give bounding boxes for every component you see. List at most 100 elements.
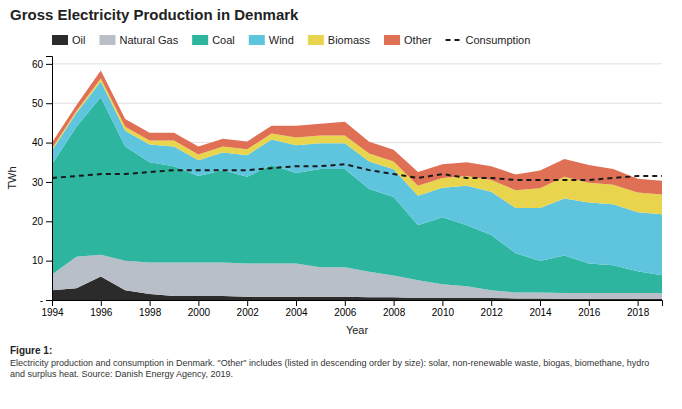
legend-item: Consumption <box>446 34 531 46</box>
legend-label: Other <box>404 34 432 46</box>
area <box>52 78 662 214</box>
y-tick: 60 <box>32 59 52 70</box>
legend-label: Wind <box>269 34 294 46</box>
y-tick: - <box>40 295 52 306</box>
legend-swatch <box>308 35 324 45</box>
x-axis: 1994 1996 1998 2000 2002 2004 2006 2008 2010 2012… <box>41 300 662 318</box>
tick-label: 40 <box>32 137 44 148</box>
grid-line <box>52 63 662 64</box>
tick-label: 2010 <box>432 307 455 318</box>
tick-mark <box>198 300 199 306</box>
caption: Electricity production and consumption i… <box>10 358 649 379</box>
title: Gross Electricity Production in Denmark <box>10 6 299 23</box>
tick-mark <box>442 300 443 306</box>
axis-line <box>53 301 663 307</box>
tick-mark <box>46 221 52 222</box>
line <box>52 164 662 180</box>
x-tick: 2002 <box>237 300 260 318</box>
tick-label: 50 <box>32 98 44 109</box>
axis-line <box>46 57 53 301</box>
legend-item: Coal <box>192 34 235 46</box>
tick-mark <box>150 300 151 306</box>
tick-mark <box>101 300 102 306</box>
tick-label: 20 <box>32 216 44 227</box>
legend-swatch <box>99 35 115 45</box>
x-tick: 1998 <box>139 300 162 318</box>
tick-label: - <box>40 295 43 306</box>
tick-mark <box>394 300 395 306</box>
tick-mark <box>46 300 52 301</box>
tick-label: 30 <box>32 177 44 188</box>
y-tick: 10 <box>32 255 52 266</box>
legend-item: Wind <box>249 34 294 46</box>
x-tick: 1994 <box>41 300 64 318</box>
tick-mark <box>589 300 590 306</box>
tick-mark <box>46 261 52 262</box>
tick-mark <box>638 300 639 306</box>
tick-mark <box>345 300 346 306</box>
x-tick: 2016 <box>578 300 601 318</box>
marks <box>52 71 662 300</box>
tick-mark <box>296 300 297 306</box>
y-tick: 40 <box>32 137 52 148</box>
chart: Gross Electricity Production in Denmark 1… <box>0 0 682 409</box>
tick-mark <box>540 300 541 306</box>
legend-label: Coal <box>212 34 235 46</box>
x-tick: 1996 <box>90 300 113 318</box>
tick-label: 2002 <box>237 307 260 318</box>
x-tick: 2014 <box>529 300 552 318</box>
y-tick: 50 <box>32 98 52 109</box>
tick-label: 1998 <box>139 307 162 318</box>
tick-mark <box>46 64 52 65</box>
x-tick: 2018 <box>627 300 650 318</box>
tick-label: 1996 <box>90 307 113 318</box>
y-axis: - 10 20 30 40 50 60 <box>32 57 53 306</box>
caption-line: Electricity production and consumption i… <box>10 358 649 368</box>
legend-label: Oil <box>72 34 85 46</box>
tick-label: 10 <box>32 255 44 266</box>
x-tick: 2004 <box>285 300 308 318</box>
grid <box>52 64 662 300</box>
x-axis-title: Year <box>346 324 369 336</box>
caption-line: and surplus heat. Source: Danish Energy … <box>10 369 233 379</box>
tick-label: 60 <box>32 59 44 70</box>
area <box>52 71 662 195</box>
legend-swatch <box>52 35 68 45</box>
tick-label: 2014 <box>529 307 552 318</box>
legend-item: Other <box>384 34 432 46</box>
tick-label: 2012 <box>481 307 504 318</box>
legend-label: Natural Gas <box>119 34 178 46</box>
legend-item: Biomass <box>308 34 371 46</box>
tick-label: 1994 <box>41 307 64 318</box>
grid-line <box>52 103 662 104</box>
tick-mark <box>46 143 52 144</box>
tick-mark <box>46 182 52 183</box>
x-tick: 2000 <box>188 300 211 318</box>
tick-label: 2016 <box>578 307 601 318</box>
tick-label: 2006 <box>334 307 357 318</box>
tick-label: 2008 <box>383 307 406 318</box>
x-tick: 2010 <box>432 300 455 318</box>
legend-swatch <box>192 35 208 45</box>
legend-label: Biomass <box>328 34 371 46</box>
x-tick: 2006 <box>334 300 357 318</box>
tick-label: 2004 <box>285 307 308 318</box>
tick-label: 2018 <box>627 307 650 318</box>
y-axis-title: TWh <box>6 166 18 189</box>
legend-label: Consumption <box>466 34 531 46</box>
tick-mark <box>247 300 248 306</box>
caption-line: Figure 1: <box>10 345 52 356</box>
x-tick: 2012 <box>481 300 504 318</box>
legend-item: Oil <box>52 34 85 46</box>
legend-swatch <box>249 35 265 45</box>
y-tick: 30 <box>32 177 52 188</box>
caption: Figure 1: <box>10 345 52 356</box>
legend-swatch <box>384 35 400 45</box>
legend: Oil Natural Gas Coal Wind Biomass Other Consum… <box>52 34 530 46</box>
tick-label: 2000 <box>188 307 211 318</box>
tick-mark <box>46 103 52 104</box>
plot-area: 1994199619982000200220042006200820102012… <box>6 57 663 337</box>
y-tick: 20 <box>32 216 52 227</box>
tick-mark <box>491 300 492 306</box>
x-tick: 2008 <box>383 300 406 318</box>
